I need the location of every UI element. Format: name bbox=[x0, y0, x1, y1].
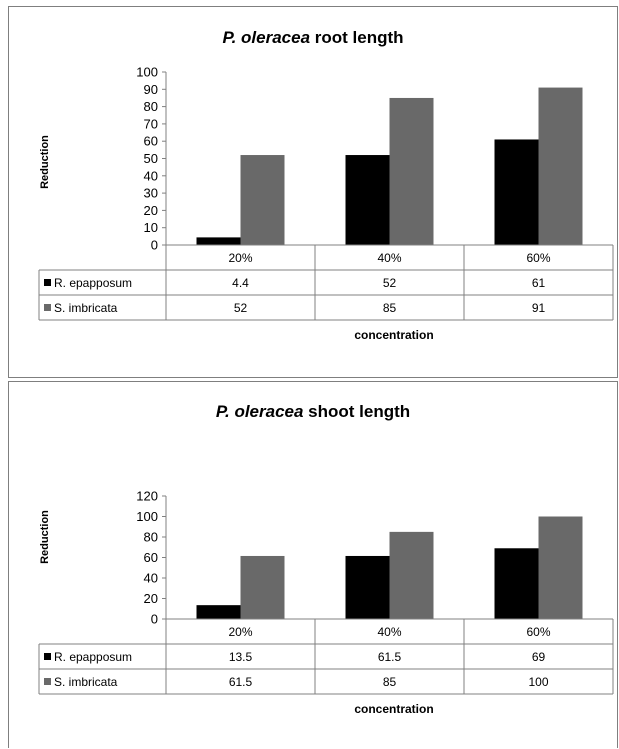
category-label: 20% bbox=[228, 251, 252, 265]
y-tick-label: 20 bbox=[144, 203, 158, 218]
category-label: 60% bbox=[526, 625, 550, 639]
bar-simbricata bbox=[389, 531, 434, 619]
data-label: 69 bbox=[532, 650, 546, 664]
y-tick-label: 60 bbox=[144, 134, 158, 149]
legend-key bbox=[44, 653, 51, 660]
data-label: 85 bbox=[383, 301, 397, 315]
x-axis-label: concentration bbox=[354, 702, 433, 716]
chart-title: P. oleracea root length bbox=[9, 28, 617, 48]
y-tick-label: 100 bbox=[136, 65, 158, 80]
chart-title-species: P. oleracea bbox=[222, 28, 311, 47]
y-tick-label: 50 bbox=[144, 151, 158, 166]
bar-simbricata bbox=[240, 555, 285, 619]
bar-repapposum bbox=[345, 155, 390, 245]
y-tick-label: 60 bbox=[144, 550, 158, 565]
y-tick-label: 0 bbox=[151, 238, 158, 253]
bar-simbricata bbox=[240, 155, 285, 245]
chart-title: P. oleracea shoot length bbox=[9, 402, 617, 422]
data-label: 85 bbox=[383, 675, 397, 689]
y-tick-label: 40 bbox=[144, 168, 158, 183]
y-tick-label: 80 bbox=[144, 99, 158, 114]
legend-key bbox=[44, 304, 51, 311]
y-axis-label: Reduction bbox=[39, 135, 51, 189]
y-tick-label: 70 bbox=[144, 116, 158, 131]
bar-simbricata bbox=[538, 87, 583, 245]
shoot-length-bar-chart: 0 20 40 60 80 100 120 Reduction 20% 40% 60% R. epap… bbox=[38, 489, 614, 716]
legend-entry: S. imbricata bbox=[54, 301, 118, 315]
data-label: 61.5 bbox=[229, 675, 253, 689]
legend-entry: R. epapposum bbox=[54, 276, 132, 290]
y-tick-label: 40 bbox=[144, 571, 158, 586]
data-label: 4.4 bbox=[232, 276, 249, 290]
y-tick-label: 10 bbox=[144, 220, 158, 235]
chart-title-measure: shoot length bbox=[303, 402, 411, 421]
y-tick-label: 90 bbox=[144, 82, 158, 97]
bar-repapposum bbox=[494, 548, 539, 619]
bar-repapposum bbox=[345, 555, 390, 619]
bar-simbricata bbox=[538, 516, 583, 619]
bar-repapposum bbox=[196, 237, 241, 245]
y-tick-label: 120 bbox=[136, 489, 158, 504]
y-tick-label: 20 bbox=[144, 591, 158, 606]
legend-entry: R. epapposum bbox=[54, 650, 132, 664]
data-label: 13.5 bbox=[229, 650, 253, 664]
data-label: 61 bbox=[532, 276, 546, 290]
data-label: 100 bbox=[528, 675, 548, 689]
bar-repapposum bbox=[494, 139, 539, 245]
y-tick-label: 0 bbox=[151, 612, 158, 627]
legend-key bbox=[44, 279, 51, 286]
data-label: 91 bbox=[532, 301, 546, 315]
y-axis-label: Reduction bbox=[39, 510, 51, 564]
category-label: 40% bbox=[377, 251, 401, 265]
x-axis-label: concentration bbox=[354, 328, 433, 342]
shoot-length-chart-panel: P. oleracea shoot length 0 20 40 60 80 100 120… bbox=[8, 381, 618, 748]
y-tick-label: 80 bbox=[144, 530, 158, 545]
data-label: 61.5 bbox=[378, 650, 402, 664]
chart-title-measure: root length bbox=[310, 28, 404, 47]
y-tick-label: 30 bbox=[144, 186, 158, 201]
data-label: 52 bbox=[234, 301, 248, 315]
data-label: 52 bbox=[383, 276, 397, 290]
y-tick-label: 100 bbox=[136, 509, 158, 524]
chart-title-species: P. oleracea bbox=[215, 402, 304, 421]
category-label: 20% bbox=[228, 625, 252, 639]
bar-repapposum bbox=[196, 605, 241, 619]
legend-key bbox=[44, 678, 51, 685]
root-length-bar-chart: 0 10 20 30 40 50 60 70 80 90 100 Reduction 20% 40% 60%… bbox=[38, 65, 614, 342]
category-label: 40% bbox=[377, 625, 401, 639]
legend-entry: S. imbricata bbox=[54, 675, 118, 689]
root-length-chart-panel: P. oleracea root length 0 10 20 30 40 50 60 70 8… bbox=[8, 6, 618, 378]
bar-simbricata bbox=[389, 97, 434, 245]
category-label: 60% bbox=[526, 251, 550, 265]
